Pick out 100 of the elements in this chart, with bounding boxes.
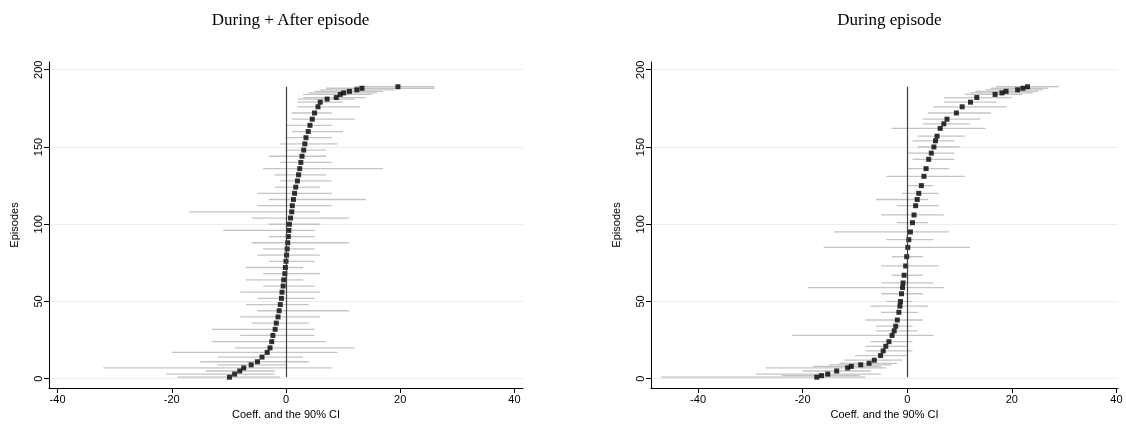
point [264,349,270,355]
point [825,371,831,377]
y-tick-label: 0 [633,375,646,382]
x-tick-label: 0 [904,392,911,405]
chart-title: During episode [837,10,942,29]
point [346,88,352,94]
x-axis-title: Coeff. and the 90% CI [830,408,939,421]
point [289,209,295,215]
point [301,147,307,153]
x-axis-title: Coeff. and the 90% CI [231,408,341,421]
point [901,272,907,278]
point [395,84,401,90]
point [275,314,281,320]
x-tick-label: 20 [394,392,407,405]
y-tick-label: 100 [633,215,646,234]
point [871,357,877,363]
point [232,371,238,377]
point [279,289,285,295]
y-tick-label: 50 [633,295,646,308]
point [280,283,286,289]
point [814,374,820,380]
point [899,291,904,297]
point [309,116,315,122]
point [911,212,917,218]
x-tick-label: -20 [794,392,811,405]
point [294,178,300,184]
point [921,173,927,179]
point [1020,85,1026,91]
point [303,135,309,141]
point [818,373,824,379]
point [1003,88,1009,94]
point [293,184,299,190]
point [354,87,360,93]
y-tick-label: 0 [31,375,44,382]
point [286,221,292,227]
point [944,116,950,122]
point [359,85,365,91]
point [341,90,347,96]
point [270,332,276,338]
point [317,99,323,105]
point [248,362,254,368]
point [273,320,279,326]
point [878,353,884,359]
point [307,122,313,128]
point [926,156,932,162]
point [333,95,339,101]
point [909,220,915,226]
point [913,203,919,209]
point [297,166,303,172]
y-tick-label: 150 [633,137,646,157]
point [834,368,840,374]
point [916,190,922,196]
x-tick-label: -20 [163,392,180,405]
point [900,285,906,291]
point [302,141,308,147]
point [254,359,260,365]
point [315,104,321,110]
point [277,302,283,308]
point [241,365,247,371]
point [918,183,924,189]
x-tick-label: 40 [1110,392,1123,405]
x-tick-label: -40 [690,392,707,405]
chart-title: During + After episode [211,10,370,29]
point [937,125,943,131]
point [276,308,282,314]
point [866,360,872,366]
point [931,144,937,150]
point [886,339,892,345]
x-tick-label: 20 [1005,392,1018,405]
point [941,121,947,127]
point [893,323,899,329]
x-tick-label: -40 [49,392,66,405]
point [296,172,302,178]
point [267,345,273,351]
point [889,332,895,338]
point [897,298,903,304]
x-tick-label: 0 [282,392,290,405]
y-tick-label: 100 [31,215,44,234]
point [900,280,906,286]
point [974,95,980,101]
y-tick-label: 200 [31,60,44,79]
point [272,326,278,332]
point [281,277,287,283]
point [999,90,1005,96]
point [992,91,998,97]
y-tick-label: 150 [31,137,44,157]
point [953,110,959,116]
point [907,229,913,235]
point [896,309,902,315]
point [1025,84,1031,90]
y-axis-title: Episodes [609,201,622,248]
y-axis-title: Episodes [7,201,20,248]
point [237,368,243,374]
point [312,110,318,116]
point [928,150,934,156]
point [1015,87,1021,93]
point [292,190,298,196]
point [934,133,940,139]
point [259,354,265,360]
point [968,99,974,105]
